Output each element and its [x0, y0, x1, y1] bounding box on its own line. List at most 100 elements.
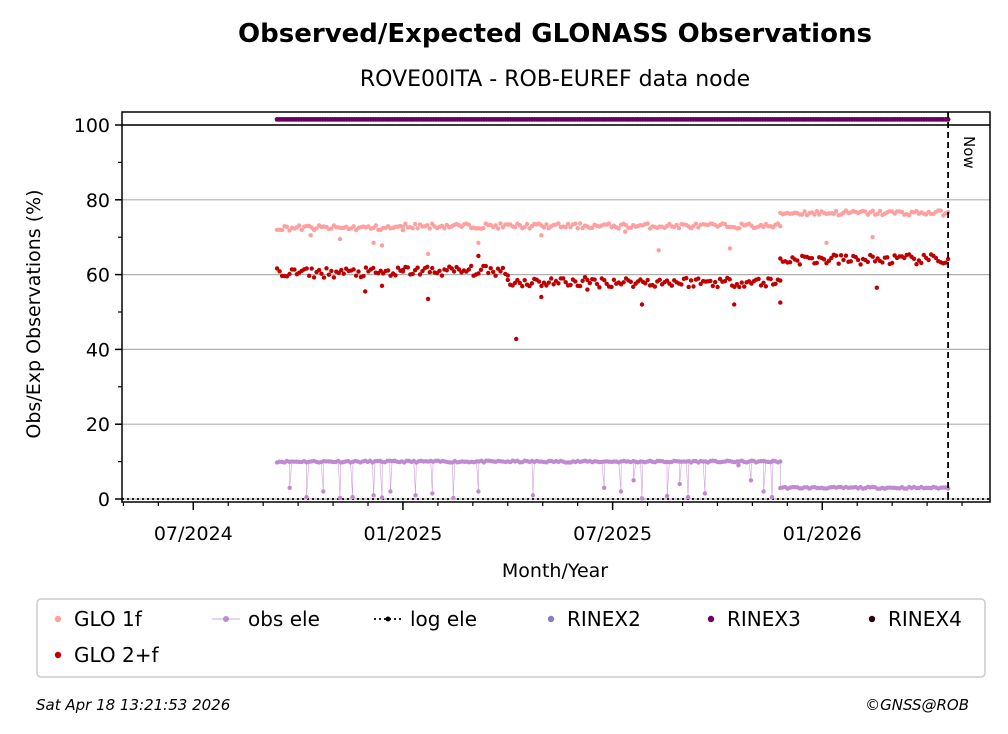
- grid-lines: [122, 124, 990, 500]
- data-point-outlier: [656, 248, 661, 253]
- data-point-outlier: [778, 300, 783, 305]
- data-point: [410, 271, 415, 277]
- data-point: [444, 268, 449, 273]
- data-point: [618, 489, 624, 494]
- data-point: [292, 267, 297, 272]
- series-glo-2f: [274, 252, 951, 342]
- data-point: [307, 273, 312, 278]
- data-point: [761, 489, 766, 494]
- data-point-outlier: [514, 336, 519, 342]
- data-point: [778, 256, 783, 261]
- data-point: [405, 265, 410, 270]
- data-point: [911, 256, 917, 261]
- plot-frame: [121, 111, 991, 503]
- data-point-outlier: [363, 289, 368, 294]
- data-point: [524, 221, 530, 227]
- data-point: [430, 265, 435, 271]
- data-point: [834, 253, 839, 258]
- data-point: [451, 269, 457, 274]
- data-point: [914, 262, 919, 267]
- data-point: [664, 493, 670, 499]
- data-point: [870, 208, 875, 213]
- data-point: [495, 226, 501, 231]
- data-point: [597, 285, 602, 290]
- chart-subtitle: ROVE00ITA - ROB-EUREF data node: [360, 67, 750, 92]
- data-point: [616, 226, 621, 231]
- data-point-outlier: [623, 229, 628, 234]
- data-point: [321, 275, 327, 280]
- data-point-outlier: [870, 235, 875, 240]
- data-point: [708, 278, 713, 284]
- data-point: [737, 284, 742, 290]
- data-point: [481, 225, 486, 231]
- data-point: [279, 227, 285, 233]
- data-point: [339, 267, 344, 273]
- data-point: [556, 281, 561, 286]
- data-point-outlier: [539, 294, 544, 300]
- data-point: [587, 280, 592, 286]
- data-point: [945, 117, 951, 122]
- data-point: [715, 284, 720, 290]
- data-point: [403, 221, 408, 226]
- data-point: [469, 263, 474, 269]
- data-point: [297, 223, 302, 228]
- data-point-outlier: [476, 240, 481, 245]
- data-point: [609, 284, 614, 290]
- data-point: [693, 221, 699, 226]
- data-point: [371, 265, 376, 271]
- data-point: [363, 265, 369, 270]
- data-point: [834, 209, 839, 214]
- legend-label: obs ele: [248, 607, 320, 631]
- legend-marker: [223, 616, 229, 622]
- data-point: [476, 489, 481, 494]
- data-point: [544, 222, 549, 227]
- data-point: [602, 485, 607, 490]
- data-point: [304, 494, 309, 500]
- series-glo-1f: [274, 208, 951, 257]
- data-point: [284, 224, 290, 230]
- legend-marker: [54, 651, 62, 659]
- legend-item-glo-1f: GLO 1f: [54, 607, 143, 631]
- data-point: [880, 260, 885, 265]
- data-point-outlier: [379, 243, 385, 248]
- data-point: [536, 279, 542, 284]
- data-point: [498, 221, 503, 226]
- data-point: [800, 212, 805, 217]
- data-point: [324, 266, 329, 271]
- data-point: [756, 276, 761, 282]
- data-point: [602, 278, 607, 283]
- data-point: [769, 494, 775, 500]
- y-tick-label: 80: [86, 190, 110, 212]
- x-tick-label: 07/2025: [573, 523, 652, 545]
- data-point: [590, 225, 595, 231]
- data-point: [425, 223, 430, 228]
- data-point: [573, 221, 578, 226]
- data-point: [594, 281, 600, 287]
- data-point: [541, 225, 547, 230]
- data-point: [505, 277, 510, 283]
- data-point-outlier: [732, 302, 737, 307]
- data-point: [412, 221, 418, 227]
- data-point: [476, 271, 481, 276]
- data-point: [865, 259, 870, 265]
- data-point: [449, 266, 454, 271]
- data-point: [478, 267, 484, 272]
- data-point: [580, 278, 585, 283]
- data-point: [674, 222, 679, 228]
- data-point: [549, 276, 554, 281]
- data-point: [395, 265, 401, 270]
- data-point: [621, 280, 626, 285]
- data-point: [877, 208, 883, 214]
- data-point: [841, 257, 846, 263]
- data-point: [456, 267, 462, 272]
- legend-box: [36, 598, 986, 678]
- data-point: [326, 272, 332, 277]
- data-point: [556, 221, 561, 226]
- data-point: [410, 226, 415, 231]
- data-point: [319, 271, 324, 276]
- legend-item-rinex2: RINEX2: [547, 607, 641, 631]
- data-point: [821, 257, 827, 262]
- data-point: [329, 226, 334, 231]
- data-point: [778, 278, 783, 283]
- legend-item-log-ele: log ele: [374, 607, 477, 631]
